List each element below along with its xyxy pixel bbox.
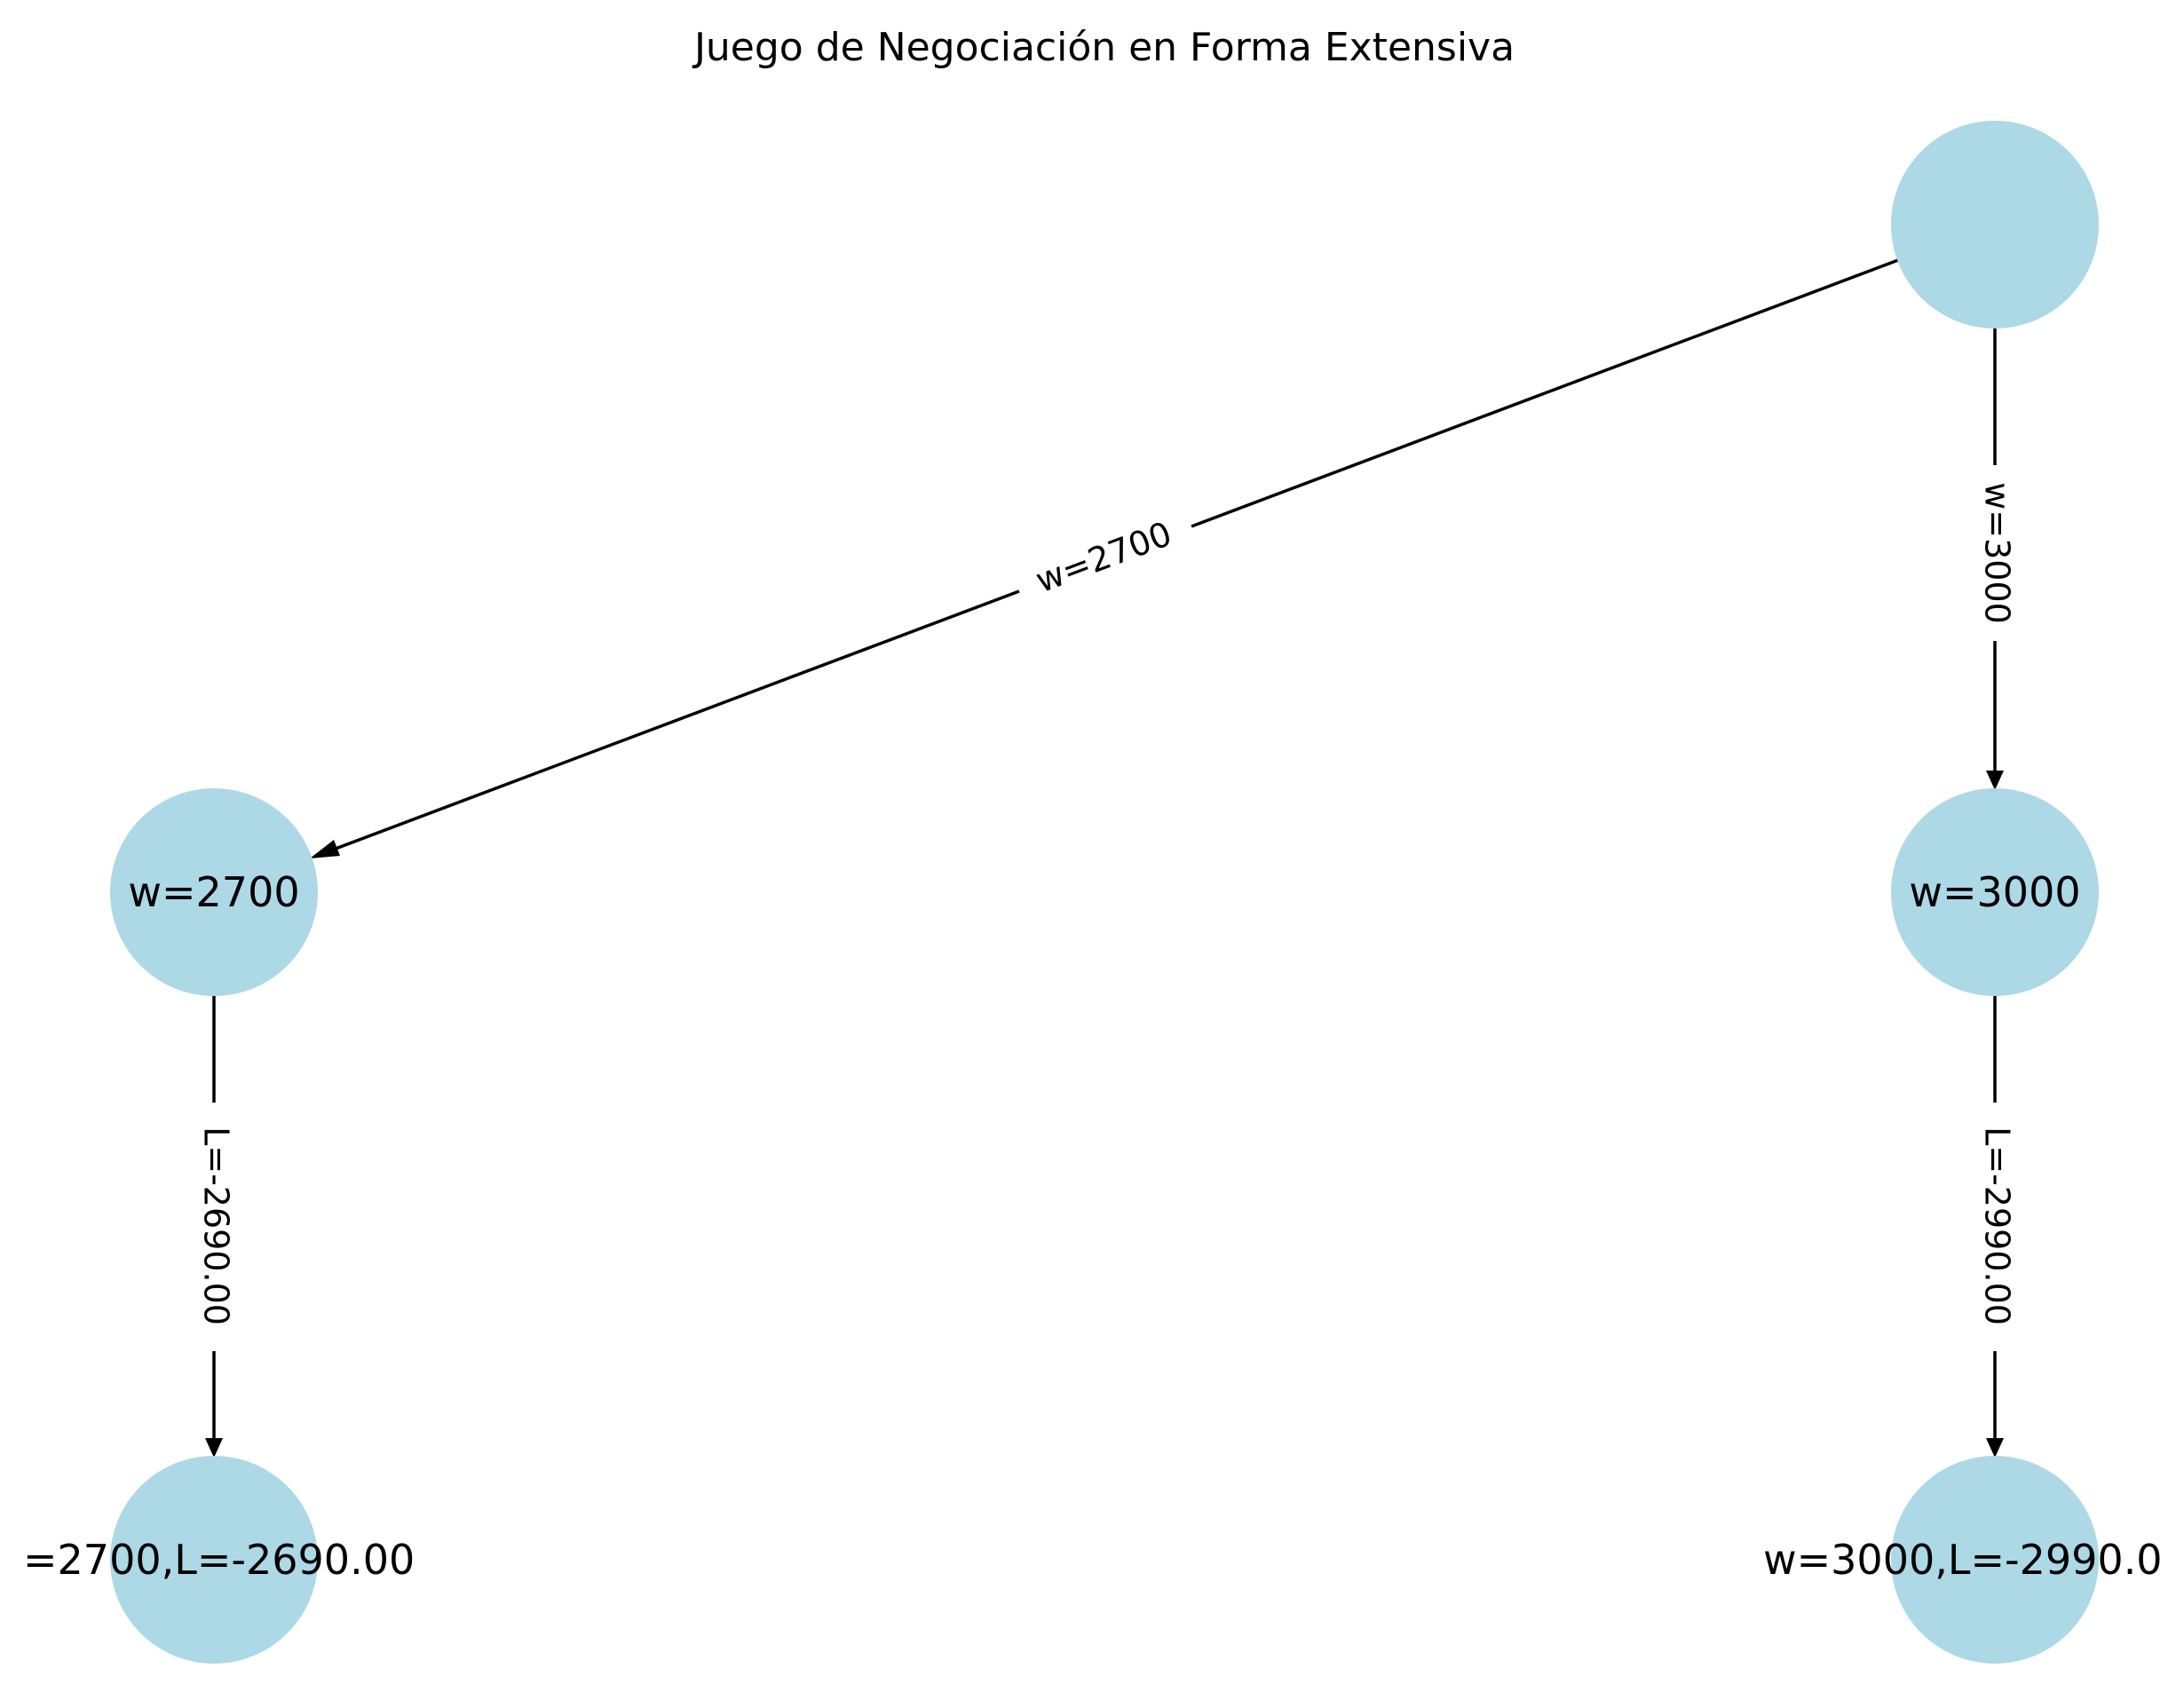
arrowhead (1986, 1438, 2004, 1458)
node-w2700: w=2700 (110, 788, 318, 996)
arrowhead (205, 1438, 223, 1458)
edge-label: L=-2990.00 (1978, 1127, 2017, 1325)
node-circle (1891, 1456, 2099, 1664)
node-w3000: w=3000 (1891, 788, 2099, 996)
node-label: w=2700 (128, 868, 299, 916)
node-circle (110, 1456, 318, 1664)
node-root (1891, 121, 2099, 328)
arrowhead (1986, 771, 2004, 790)
edge-root-to-w2700: w=2700 (310, 258, 1899, 858)
node-circle (1891, 121, 2099, 328)
edge-label: w=2700 (1031, 514, 1177, 600)
edge-line (1191, 258, 1899, 528)
arrowhead (310, 840, 340, 858)
node-circle (110, 788, 318, 996)
node-label: w=3000,L=-2990.0 (1763, 1536, 2163, 1584)
edge-label: w=3000 (1978, 482, 2017, 624)
edge-label: L=-2690.00 (197, 1127, 236, 1325)
node-label: =2700,L=-2690.00 (23, 1536, 415, 1584)
edge-w3000-to-leaf: L=-2990.00 (1978, 996, 2017, 1458)
edge-root-to-w3000: w=3000 (1978, 328, 2017, 790)
node-circle (1891, 788, 2099, 996)
node-leaf-3000: w=3000,L=-2990.0 (1763, 1456, 2163, 1664)
node-leaf-2700: =2700,L=-2690.00 (23, 1456, 415, 1664)
edge-w2700-to-leaf: L=-2690.00 (197, 996, 236, 1458)
edge-line (320, 589, 1020, 856)
node-label: w=3000 (1909, 868, 2080, 916)
diagram-title: Juego de Negociación en Forma Extensiva (692, 25, 1515, 70)
